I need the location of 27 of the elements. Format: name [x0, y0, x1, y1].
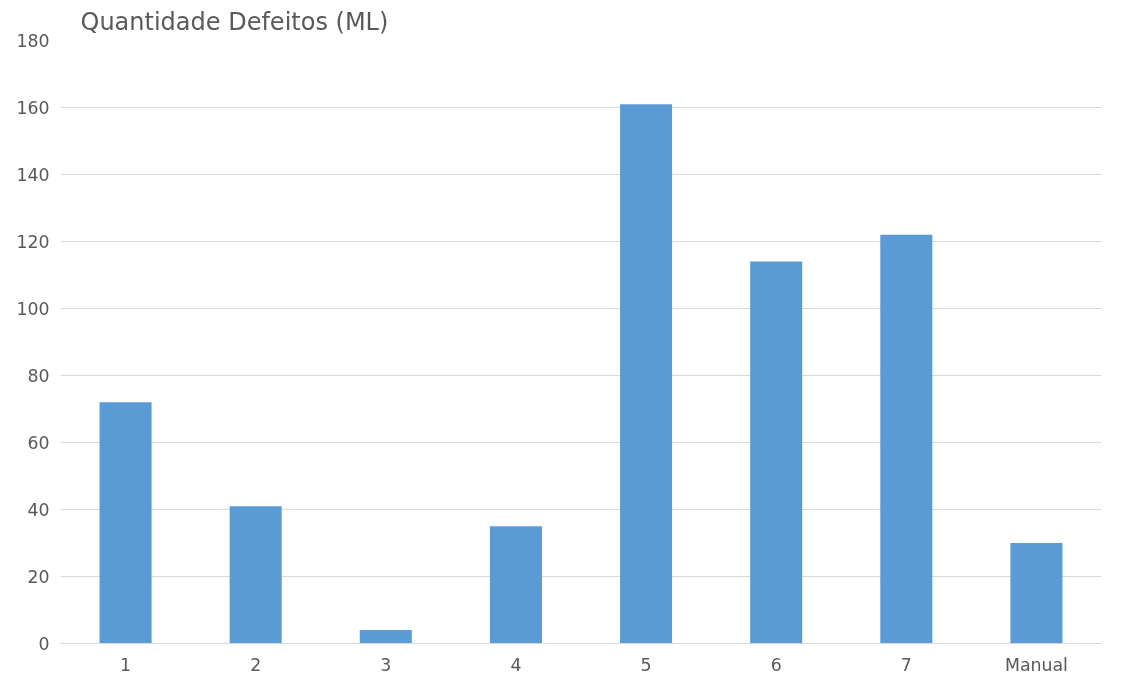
y-tick-label: 120 [16, 232, 50, 252]
y-tick-label: 140 [16, 165, 50, 185]
bar [1010, 543, 1063, 644]
x-tick-label: 4 [510, 654, 522, 675]
bar [359, 630, 412, 644]
bar [99, 402, 152, 644]
y-tick-label: 80 [27, 366, 50, 386]
x-tick-label: 3 [380, 654, 392, 675]
y-tick-label: 160 [16, 98, 50, 118]
bar [750, 261, 803, 644]
bar [229, 506, 282, 644]
bar [880, 234, 933, 644]
y-tick-label: 0 [38, 634, 50, 654]
y-tick-label: 180 [16, 31, 50, 51]
x-tick-label: 5 [640, 654, 652, 675]
bar [489, 526, 542, 644]
y-tick-label: 100 [16, 299, 50, 319]
y-tick-label: 60 [27, 433, 50, 453]
x-tick-label: 6 [770, 654, 782, 675]
bar [620, 104, 673, 644]
x-tick-label: 2 [250, 654, 262, 675]
chart-title: Quantidade Defeitos (ML) [80, 7, 389, 36]
x-tick-label: Manual [1004, 654, 1068, 675]
y-tick-label: 20 [27, 567, 50, 587]
x-tick-label: 7 [900, 654, 912, 675]
y-tick-label: 40 [27, 500, 50, 520]
x-tick-label: 1 [120, 654, 132, 675]
